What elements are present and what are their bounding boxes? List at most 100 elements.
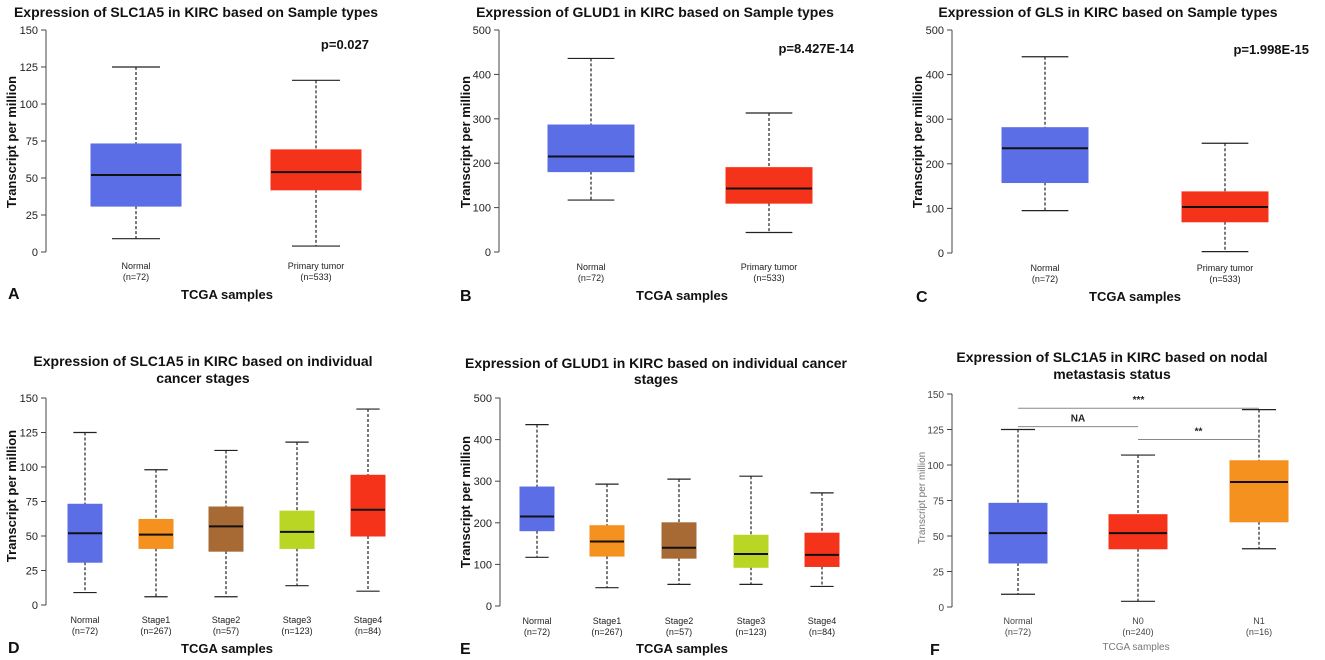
panel-f-sig-label-1: ** (1195, 426, 1203, 437)
panel-d-box-2 (208, 449, 244, 598)
panel-f-ytick-label-4: 100 (927, 461, 944, 472)
panel-c-group-n-0: (n=72) (1032, 274, 1058, 284)
panel-e-group-n-4: (n=84) (809, 627, 835, 637)
panel-f-ytick-label-5: 125 (927, 426, 944, 437)
panel-b-box-1 (725, 112, 813, 234)
panel-d-box-4-iqr (350, 474, 386, 537)
panel-f-letter: F (930, 642, 940, 659)
panel-f-group-n-1: (n=240) (1122, 627, 1153, 637)
panel-b-plot: 0 100 200 300 400 500 Normal(n=72) Primary tumo… (473, 25, 813, 283)
panel-e-ytick-label-1: 100 (474, 559, 492, 571)
panel-e-group-n-1: (n=267) (591, 627, 622, 637)
panel-a-group-n-1: (n=533) (300, 272, 331, 282)
panel-e-group-label-0: Normal (522, 616, 551, 626)
panel-c-box-0 (1001, 56, 1089, 212)
panel-e-group-n-0: (n=72) (524, 627, 550, 637)
panel-e-plot: 0 100 200 300 400 500 Normal(n=72) Stage1(n=267… (474, 393, 840, 637)
panel-d: Expression of SLC1A5 in KIRC based on in… (4, 353, 386, 657)
panel-f-ytick-label-6: 150 (927, 390, 944, 401)
panel-d-group-n-2: (n=57) (213, 626, 239, 636)
panel-e-ylabel: Transcript per million (458, 436, 473, 568)
panel-d-ytick-label-0: 0 (32, 600, 38, 612)
panel-f-ytick-label-3: 75 (933, 497, 945, 508)
panel-f-box-0 (988, 428, 1048, 595)
panel-f-title-line1: Expression of SLC1A5 in KIRC based on no… (956, 349, 1267, 365)
panel-f-ytick-label-2: 50 (933, 532, 945, 543)
panel-f-group-n-2: (n=16) (1246, 627, 1272, 637)
panel-f-box-2 (1229, 409, 1289, 550)
panel-e-group-label-1: Stage1 (593, 616, 622, 626)
panel-d-group-n-4: (n=84) (355, 626, 381, 636)
panel-d-box-4 (350, 408, 386, 592)
panel-d-xlabel: TCGA samples (181, 641, 273, 656)
panel-e: Expression of GLUD1 in KIRC based on ind… (458, 355, 848, 658)
panel-c-title-line1: Expression of GLS in KIRC based on Sampl… (938, 4, 1277, 20)
panel-c-pvalue: p=1.998E-15 (1233, 42, 1309, 57)
panel-d-group-label-0: Normal (70, 615, 99, 625)
panel-f-group-label-1: N0 (1132, 616, 1144, 626)
panel-d-group-n-3: (n=123) (281, 626, 312, 636)
panel-a-group-label-1: Primary tumor (288, 261, 345, 271)
panel-c-xlabel: TCGA samples (1089, 289, 1181, 304)
panel-c-ytick-label-2: 200 (926, 159, 944, 171)
panel-b-xlabel: TCGA samples (636, 288, 728, 303)
panel-f: Expression of SLC1A5 in KIRC based on no… (917, 349, 1289, 659)
panel-f-ytick-label-1: 25 (933, 568, 945, 579)
panel-b-box-1-iqr (725, 167, 813, 204)
panel-e-box-3 (733, 475, 769, 585)
panel-d-box-1 (138, 469, 174, 598)
panel-f-box-2-iqr (1229, 460, 1289, 523)
panel-a-ylabel: Transcript per million (4, 76, 19, 208)
panel-e-box-2-iqr (661, 522, 697, 559)
panel-f-title-line2: metastasis status (1053, 366, 1171, 382)
panel-d-group-label-4: Stage4 (354, 615, 383, 625)
panel-d-letter: D (8, 640, 20, 657)
panel-c-box-1 (1181, 142, 1269, 253)
panel-c-box-0-iqr (1001, 127, 1089, 184)
panel-a-group-label-0: Normal (121, 261, 150, 271)
panel-f-box-1 (1108, 454, 1168, 602)
panel-b-letter: B (460, 288, 472, 305)
panel-c-letter: C (916, 289, 928, 306)
panel-c-ytick-label-4: 400 (926, 70, 944, 82)
panel-f-group-n-0: (n=72) (1005, 627, 1031, 637)
panel-d-ytick-label-2: 50 (26, 531, 38, 543)
panel-e-xlabel: TCGA samples (636, 641, 728, 656)
panel-c-group-n-1: (n=533) (1209, 274, 1240, 284)
panel-a-ytick-label-6: 150 (20, 25, 38, 37)
panel-c-plot: 0 100 200 300 400 500 Normal(n=72) Primary tumo… (926, 25, 1269, 284)
panel-d-title-line2: cancer stages (156, 370, 250, 386)
panel-a-ytick-label-0: 0 (32, 247, 38, 259)
panel-d-plot: 0 25 50 75 100 125 150 Normal(n=72) Stage1(n=267… (20, 393, 386, 636)
panel-d-group-n-0: (n=72) (72, 626, 98, 636)
panel-b: Expression of GLUD1 in KIRC based on Sam… (458, 4, 855, 305)
panel-a-group-n-0: (n=72) (123, 272, 149, 282)
panel-e-ytick-label-4: 400 (474, 435, 492, 447)
panel-e-box-4 (804, 492, 840, 588)
panel-d-box-3 (279, 441, 315, 587)
panel-f-plot: 0 25 50 75 100 125 150 Normal(n=72) N0(n=240) N1(… (927, 390, 1289, 637)
panel-a: Expression of SLC1A5 in KIRC based on Sa… (4, 4, 378, 303)
panel-a-pvalue: p=0.027 (321, 37, 369, 52)
panel-a-box-1-iqr (270, 149, 362, 191)
panel-d-group-label-1: Stage1 (142, 615, 171, 625)
panel-c-group-label-0: Normal (1030, 263, 1059, 273)
panel-f-xlabel: TCGA samples (1102, 642, 1169, 653)
panel-d-group-n-1: (n=267) (140, 626, 171, 636)
panel-f-box-1-iqr (1108, 514, 1168, 550)
panel-d-ytick-label-4: 100 (20, 462, 38, 474)
panel-e-group-label-3: Stage3 (737, 616, 766, 626)
panel-b-ytick-label-5: 500 (473, 25, 491, 37)
panel-e-box-2 (661, 478, 697, 585)
panel-b-group-label-1: Primary tumor (741, 262, 798, 272)
panel-e-box-1 (589, 483, 625, 589)
panel-b-ytick-label-0: 0 (485, 247, 491, 259)
panel-d-box-0 (67, 431, 103, 594)
panel-e-box-0 (519, 424, 555, 558)
panel-e-group-n-3: (n=123) (735, 627, 766, 637)
panel-e-box-4-iqr (804, 532, 840, 567)
panel-b-title-line1: Expression of GLUD1 in KIRC based on Sam… (476, 4, 834, 20)
panel-d-box-3-iqr (279, 510, 315, 549)
panel-b-box-0 (547, 57, 635, 201)
panel-a-ytick-label-2: 50 (26, 173, 38, 185)
